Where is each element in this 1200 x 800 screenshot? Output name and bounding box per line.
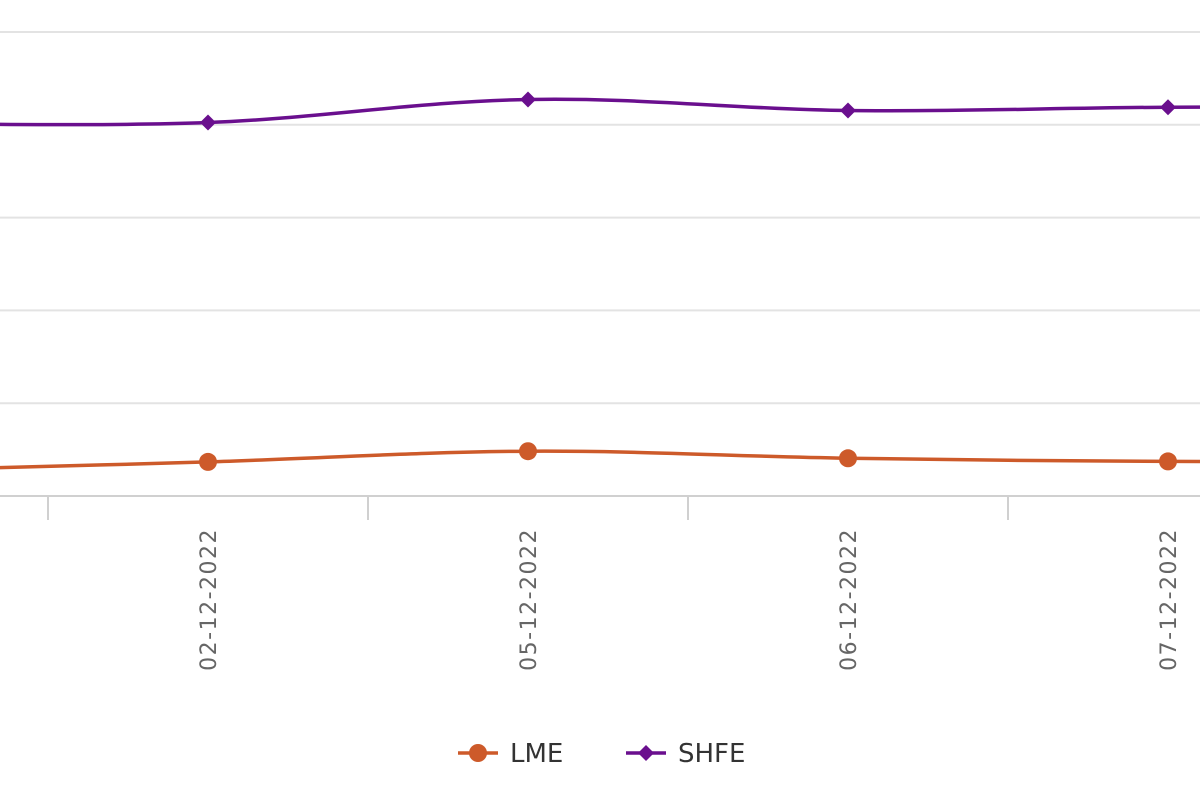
x-tick-label: 07-12-2022 <box>1157 528 1182 671</box>
x-tick-label: 02-12-2022 <box>197 528 222 671</box>
lme-data-point[interactable] <box>199 452 217 471</box>
series-lines <box>0 91 1200 471</box>
legend-shfe-label: SHFE <box>678 739 745 769</box>
legend[interactable]: LME SHFE <box>458 739 745 769</box>
lme-line <box>0 449 1200 470</box>
legend-shfe-marker[interactable] <box>638 745 654 761</box>
legend-item-lme[interactable]: LME <box>458 739 563 769</box>
lme-data-point[interactable] <box>519 442 537 461</box>
shfe-data-point[interactable] <box>520 91 536 108</box>
gridlines <box>0 31 1200 405</box>
shfe-data-point[interactable] <box>840 102 856 119</box>
series-shfe <box>0 91 1200 131</box>
lme-data-point[interactable] <box>1159 452 1177 471</box>
legend-item-shfe[interactable]: SHFE <box>626 739 745 769</box>
shfe-line <box>0 97 1200 127</box>
series-lme <box>0 442 1200 471</box>
x-tick-label: 06-12-2022 <box>837 528 862 671</box>
legend-lme-label: LME <box>510 739 563 769</box>
lme-data-point[interactable] <box>839 449 857 468</box>
shfe-data-point[interactable] <box>1160 99 1176 116</box>
shfe-data-point[interactable] <box>200 114 216 131</box>
legend-lme-marker[interactable] <box>469 744 487 762</box>
x-tick-label: 05-12-2022 <box>517 528 542 671</box>
x-axis: 02-12-2022 05-12-2022 06-12-2022 07-12-2022 <box>0 495 1200 671</box>
